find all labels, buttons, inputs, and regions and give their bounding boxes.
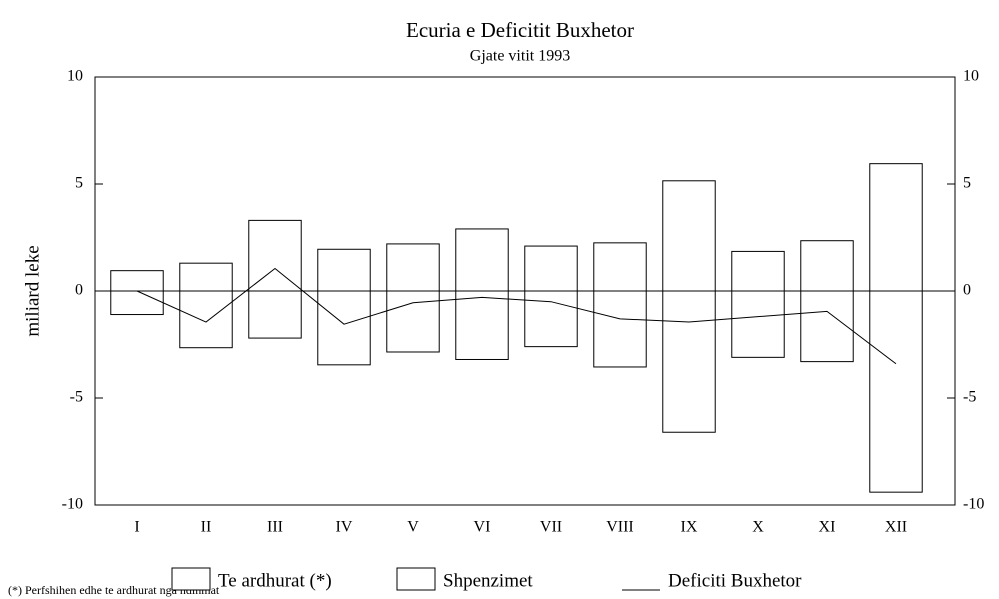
deficit-line xyxy=(136,267,897,365)
x-tick-label: X xyxy=(752,519,764,536)
bar xyxy=(455,290,509,360)
legend-label: Shpenzimet xyxy=(443,570,533,591)
bar xyxy=(248,219,302,292)
y-tick-label: 0 xyxy=(75,282,83,299)
bar xyxy=(524,290,578,348)
x-tick-label: IV xyxy=(336,519,353,536)
x-tick-label: IX xyxy=(681,519,698,536)
bar xyxy=(386,290,440,353)
bar xyxy=(248,290,302,339)
bar xyxy=(731,250,785,292)
y-tick-label: -10 xyxy=(62,496,83,513)
bar xyxy=(662,290,716,433)
y2-tick-label: 5 xyxy=(963,175,971,192)
y2-tick-label: 10 xyxy=(963,68,979,85)
bar xyxy=(869,163,923,292)
bar xyxy=(386,243,440,292)
chart-subtitle: Gjate vitit 1993 xyxy=(470,48,570,65)
legend-swatch xyxy=(171,567,211,591)
bar xyxy=(317,248,371,292)
bar xyxy=(800,240,854,292)
chart-title: Ecuria e Deficitit Buxhetor xyxy=(406,18,634,42)
bar xyxy=(179,262,233,292)
bar xyxy=(110,290,164,316)
bar xyxy=(524,245,578,292)
bar xyxy=(110,270,164,292)
x-tick-label: VIII xyxy=(606,519,634,536)
y-tick-label: 5 xyxy=(75,175,83,192)
legend-label: Deficiti Buxhetor xyxy=(668,570,802,591)
y2-tick-label: -10 xyxy=(963,496,984,513)
bar xyxy=(593,290,647,368)
bar xyxy=(800,290,854,363)
y2-tick-label: 0 xyxy=(963,282,971,299)
bar xyxy=(593,242,647,292)
x-tick-label: II xyxy=(201,519,212,536)
x-tick-label: VI xyxy=(474,519,491,536)
y-tick-label: -5 xyxy=(70,389,83,406)
y-tick-label: 10 xyxy=(67,68,83,85)
bar xyxy=(179,290,233,349)
x-tick-label: VII xyxy=(540,519,562,536)
bar xyxy=(455,228,509,292)
bar xyxy=(731,290,785,358)
bar xyxy=(317,290,371,366)
y-axis-label: miliard leke xyxy=(22,245,43,336)
legend-swatch xyxy=(396,567,436,591)
footnote: (*) Perfshihen edhe te ardhurat nga ndih… xyxy=(8,583,220,597)
x-tick-label: III xyxy=(267,519,283,536)
x-tick-label: XII xyxy=(885,519,907,536)
x-tick-label: XI xyxy=(819,519,836,536)
y2-tick-label: -5 xyxy=(963,389,976,406)
x-tick-label: V xyxy=(407,519,419,536)
bar xyxy=(662,180,716,292)
legend-label: Te ardhurat (*) xyxy=(218,570,332,591)
bar xyxy=(869,290,923,493)
x-tick-label: I xyxy=(134,519,139,536)
